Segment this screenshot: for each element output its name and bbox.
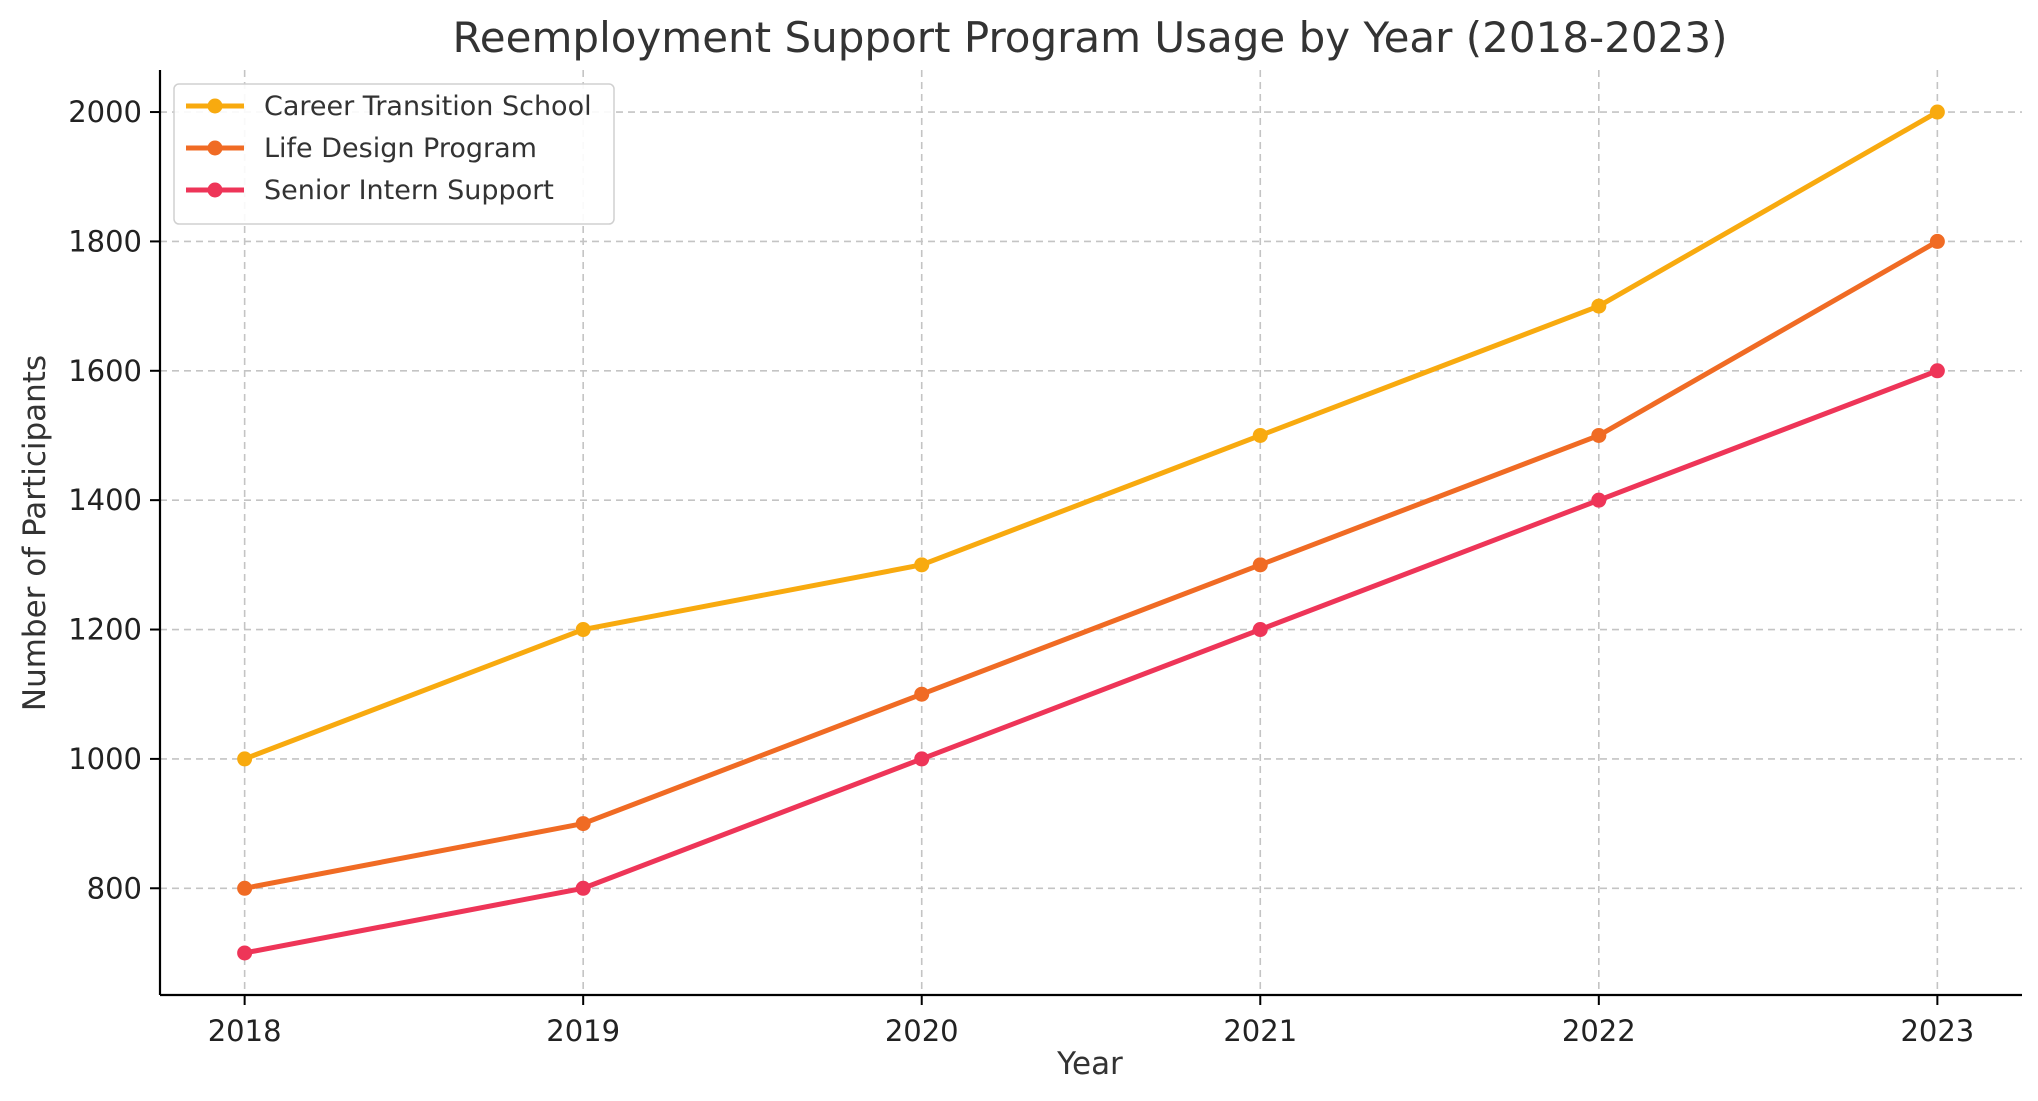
series-career-transition-school (237, 104, 1945, 767)
data-point (1252, 622, 1268, 638)
series-senior-intern-support (237, 363, 1945, 961)
x-tick-label: 2023 (1900, 1014, 1974, 1048)
data-point (1929, 104, 1945, 120)
x-axis-label: Year (1056, 1046, 1123, 1082)
data-point (1929, 233, 1945, 249)
data-point (1591, 492, 1607, 508)
x-tick-label: 2019 (546, 1014, 620, 1048)
x-tick-label: 2020 (885, 1014, 959, 1048)
data-point (914, 686, 930, 702)
data-point (575, 816, 591, 832)
data-point (1252, 427, 1268, 443)
data-point (1591, 298, 1607, 314)
data-point (237, 880, 253, 896)
data-point (1591, 427, 1607, 443)
legend-label: Senior Intern Support (264, 175, 554, 206)
data-point (914, 557, 930, 573)
legend-label: Life Design Program (264, 133, 537, 164)
data-point (1252, 557, 1268, 573)
data-point (575, 880, 591, 896)
data-point (237, 751, 253, 767)
series-layer (237, 104, 1945, 961)
legend-label: Career Transition School (264, 91, 592, 122)
y-tick-label: 1400 (68, 483, 142, 517)
y-tick-label: 1600 (68, 354, 142, 388)
legend: Career Transition School Life Design Prog… (173, 83, 615, 225)
legend-box (173, 83, 615, 225)
x-tick-label: 2022 (1562, 1014, 1636, 1048)
series-line (242, 238, 1940, 891)
legend-swatch-marker (207, 182, 223, 198)
data-point (575, 622, 591, 638)
series-life-design-program (237, 233, 1945, 896)
series-line (242, 368, 1940, 956)
x-tick-label: 2021 (1223, 1014, 1297, 1048)
y-tick-label: 2000 (68, 95, 142, 129)
series-line (242, 109, 1940, 762)
y-tick-label: 1200 (68, 613, 142, 647)
legend-swatch-marker (207, 140, 223, 156)
y-tick-label: 1800 (68, 224, 142, 258)
data-point (1929, 363, 1945, 379)
tick-labels: 2018 2019 2020 2021 2022 2023 800 1000 1200 1400 1… (68, 95, 1974, 1048)
chart-title: Reemployment Support Program Usage by Ye… (453, 13, 1728, 62)
data-point (237, 945, 253, 961)
axes (150, 70, 2022, 1005)
x-tick-label: 2018 (208, 1014, 282, 1048)
data-point (914, 751, 930, 767)
y-tick-label: 1000 (68, 742, 142, 776)
y-axis-label: Number of Participants (17, 355, 53, 711)
legend-swatch-marker (207, 98, 223, 114)
y-tick-label: 800 (87, 871, 142, 905)
